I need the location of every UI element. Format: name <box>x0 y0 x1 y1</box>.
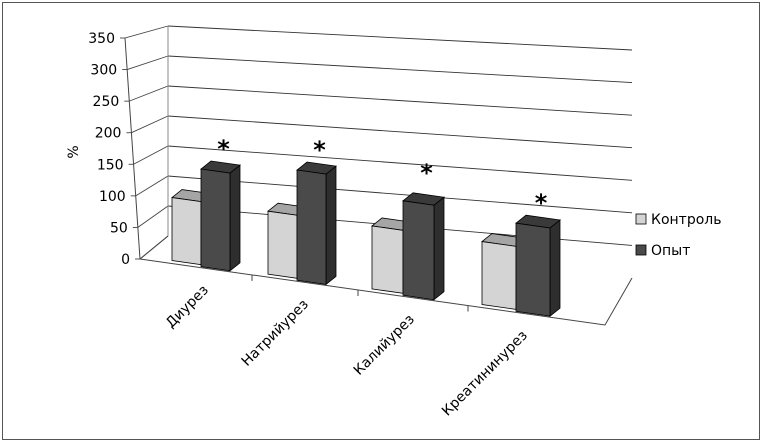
gridline <box>167 115 633 149</box>
bar-control <box>171 197 202 266</box>
gridline <box>167 145 633 181</box>
bar-experiment <box>200 168 231 272</box>
x-category-label: Креатининурез <box>439 328 531 420</box>
side-gridline <box>124 25 169 39</box>
bar-control <box>371 225 404 294</box>
legend-swatch <box>635 244 647 256</box>
side-gridline <box>127 55 169 70</box>
significance-asterisk: * <box>313 136 326 164</box>
y-axis-label: % <box>66 145 82 158</box>
bar-side <box>325 165 337 286</box>
bar-experiment <box>515 222 551 317</box>
gridline <box>167 175 633 214</box>
side-gridline <box>133 145 169 165</box>
bar-experiment <box>402 200 435 301</box>
bar-side <box>229 164 241 272</box>
floor-edge <box>139 258 633 326</box>
x-category-label: Диурез <box>163 282 212 331</box>
y-axis <box>124 37 141 260</box>
x-category-label: Натрийурез <box>239 297 312 370</box>
legend-label: Контроль <box>651 212 721 228</box>
gridline <box>167 55 633 84</box>
bar-side <box>549 219 561 318</box>
y-tick-label: 50 <box>110 220 128 236</box>
y-tick-label: 150 <box>97 157 124 173</box>
bar-control <box>267 210 298 279</box>
y-tick-label: 0 <box>121 252 130 268</box>
gridline <box>167 85 633 116</box>
y-tick-label: 350 <box>88 31 115 47</box>
significance-asterisk: * <box>535 189 548 217</box>
significance-asterisk: * <box>420 159 433 187</box>
x-category-label: Калийурез <box>351 312 418 379</box>
y-tick-label: 250 <box>93 94 120 110</box>
legend-label: Опыт <box>651 243 690 259</box>
side-gridline <box>129 85 169 102</box>
bar-control <box>481 241 517 310</box>
y-tick-label: 300 <box>90 63 117 79</box>
gridline <box>167 25 633 51</box>
side-gridline <box>131 115 169 134</box>
significance-asterisk: * <box>217 135 230 163</box>
legend-swatch <box>635 213 647 225</box>
side-gridline <box>135 175 169 197</box>
chart-frame <box>2 2 760 440</box>
floor-left-edge <box>139 235 169 260</box>
y-tick-label: 100 <box>99 189 126 205</box>
y-tick-label: 200 <box>95 126 122 142</box>
side-gridline <box>137 205 169 228</box>
bar-side <box>433 196 445 301</box>
bar-experiment <box>296 169 327 285</box>
